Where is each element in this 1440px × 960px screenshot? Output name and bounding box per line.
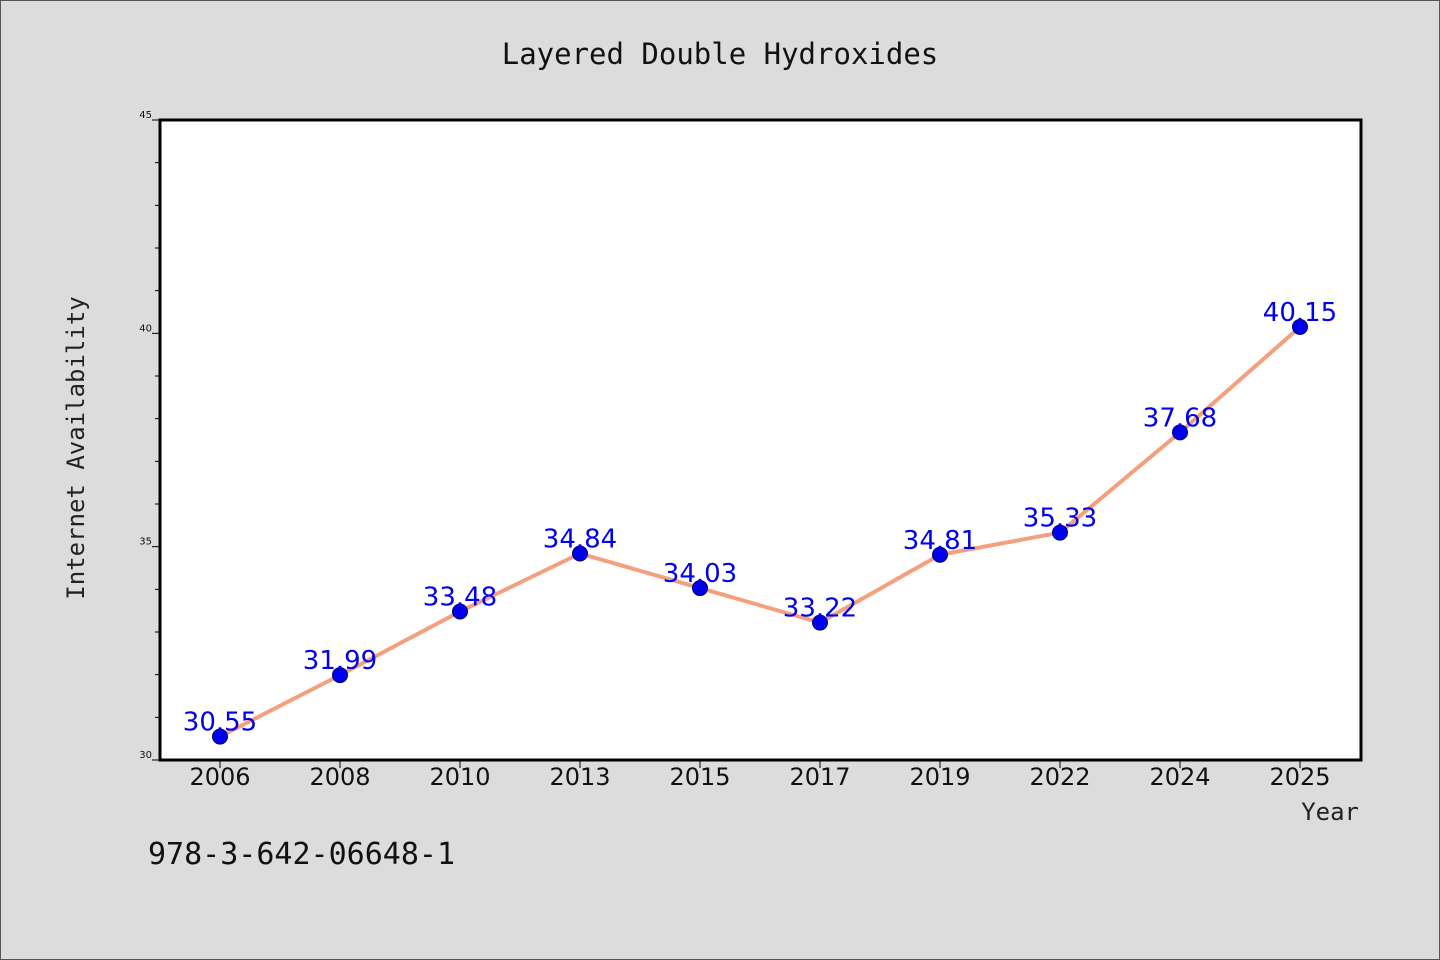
series-line bbox=[219, 325, 1302, 739]
x-tick-label: 2015 bbox=[669, 763, 730, 791]
data-point bbox=[212, 728, 228, 745]
y-tick-label: 30 bbox=[139, 750, 152, 761]
data-label: 34.84 bbox=[543, 524, 617, 554]
data-point bbox=[452, 603, 468, 620]
y-axis-label: Internet Availability bbox=[62, 296, 90, 599]
data-label: 30.55 bbox=[183, 708, 257, 738]
x-tick-label: 2022 bbox=[1029, 763, 1090, 791]
data-label: 37.68 bbox=[1143, 403, 1217, 433]
x-tick-label: 2008 bbox=[309, 763, 370, 791]
footnote-code: 978-3-642-06648-1 bbox=[148, 837, 455, 872]
x-axis: 2006 2008 2010 2013 2015 2017 2019 2022 2024 2025 bbox=[189, 760, 1331, 791]
x-tick-label: 2025 bbox=[1269, 763, 1330, 791]
y-tick-label: 40 bbox=[139, 323, 152, 334]
data-point bbox=[1292, 318, 1308, 335]
data-label: 33.48 bbox=[423, 583, 497, 613]
y-tick-label: 35 bbox=[139, 537, 152, 548]
plot-area bbox=[158, 118, 1363, 762]
data-label: 33.22 bbox=[783, 594, 857, 624]
x-axis-label: Year bbox=[1301, 798, 1359, 826]
x-tick-label: 2019 bbox=[909, 763, 970, 791]
data-label: 34.03 bbox=[663, 559, 737, 589]
y-tick-label: 45 bbox=[139, 110, 152, 121]
series-layer: 30.55 31.99 33.48 34.84 34.03 33.22 34.81 35.33… bbox=[183, 298, 1337, 745]
chart-title: Layered Double Hydroxides bbox=[502, 37, 939, 71]
data-point bbox=[332, 667, 348, 684]
data-point bbox=[812, 614, 828, 631]
data-label: 34.81 bbox=[903, 526, 977, 556]
data-point bbox=[932, 546, 948, 563]
x-tick-label: 2017 bbox=[789, 763, 850, 791]
x-tick-label: 2013 bbox=[549, 763, 610, 791]
data-label: 40.15 bbox=[1263, 298, 1337, 328]
x-tick-label: 2024 bbox=[1149, 763, 1210, 791]
x-tick-label: 2006 bbox=[189, 763, 250, 791]
data-point bbox=[1052, 524, 1068, 541]
x-tick-label: 2010 bbox=[429, 763, 490, 791]
data-label: 35.33 bbox=[1023, 504, 1097, 534]
y-axis: 30 35 40 45 bbox=[139, 110, 160, 761]
data-label: 31.99 bbox=[303, 646, 377, 676]
data-point bbox=[692, 580, 708, 597]
data-point bbox=[572, 545, 588, 562]
data-point bbox=[1172, 424, 1188, 441]
